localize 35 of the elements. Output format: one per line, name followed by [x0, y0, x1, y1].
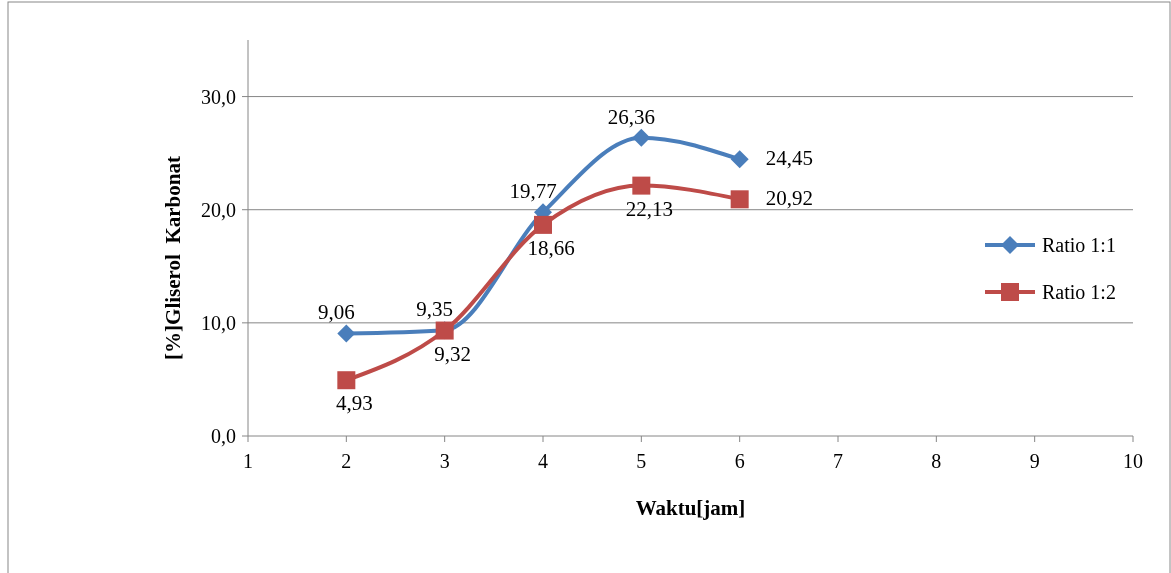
- x-tick-label: 5: [636, 450, 647, 472]
- point: [337, 371, 356, 390]
- y-tick-label: 30,0: [201, 85, 236, 108]
- x-tick-label: 6: [734, 450, 745, 472]
- data-label: 19,77: [509, 179, 557, 204]
- data-label: 18,66: [527, 235, 575, 260]
- y-tick-label: 0,0: [211, 425, 236, 447]
- point: [730, 150, 749, 169]
- x-axis-title: Waktu[jam]: [635, 496, 746, 520]
- point: [632, 128, 651, 147]
- data-label: 4,93: [335, 391, 373, 416]
- x-tick-label: 4: [538, 450, 548, 472]
- point: [730, 190, 749, 209]
- data-label: 9,32: [434, 341, 472, 366]
- point: [534, 215, 552, 234]
- x-tick-label: 3: [439, 450, 450, 472]
- y-tick-label: 10,0: [201, 311, 236, 334]
- x-tick-label: 8: [931, 450, 942, 472]
- y-axis-title: [%]Gliserol Karbonat: [161, 156, 185, 360]
- data-label: 22,13: [625, 196, 673, 221]
- x-tick-label: 10: [1123, 450, 1143, 472]
- y-tick-label: 20,0: [201, 198, 236, 221]
- data-label: 20,92: [765, 186, 813, 211]
- legend-label: Ratio 1:2: [1042, 281, 1116, 303]
- data-label: 9,06: [317, 300, 355, 325]
- x-tick-label: 7: [833, 450, 843, 472]
- data-label: 24,45: [765, 146, 813, 171]
- point: [632, 176, 651, 195]
- point: [337, 324, 356, 343]
- x-tick-label: 2: [341, 450, 352, 472]
- data-label: 26,36: [607, 104, 655, 129]
- legend-label: Ratio 1:1: [1042, 234, 1116, 256]
- x-tick-label: 9: [1029, 450, 1040, 472]
- x-tick-label: 1: [243, 450, 253, 472]
- data-label: 9,35: [416, 297, 454, 322]
